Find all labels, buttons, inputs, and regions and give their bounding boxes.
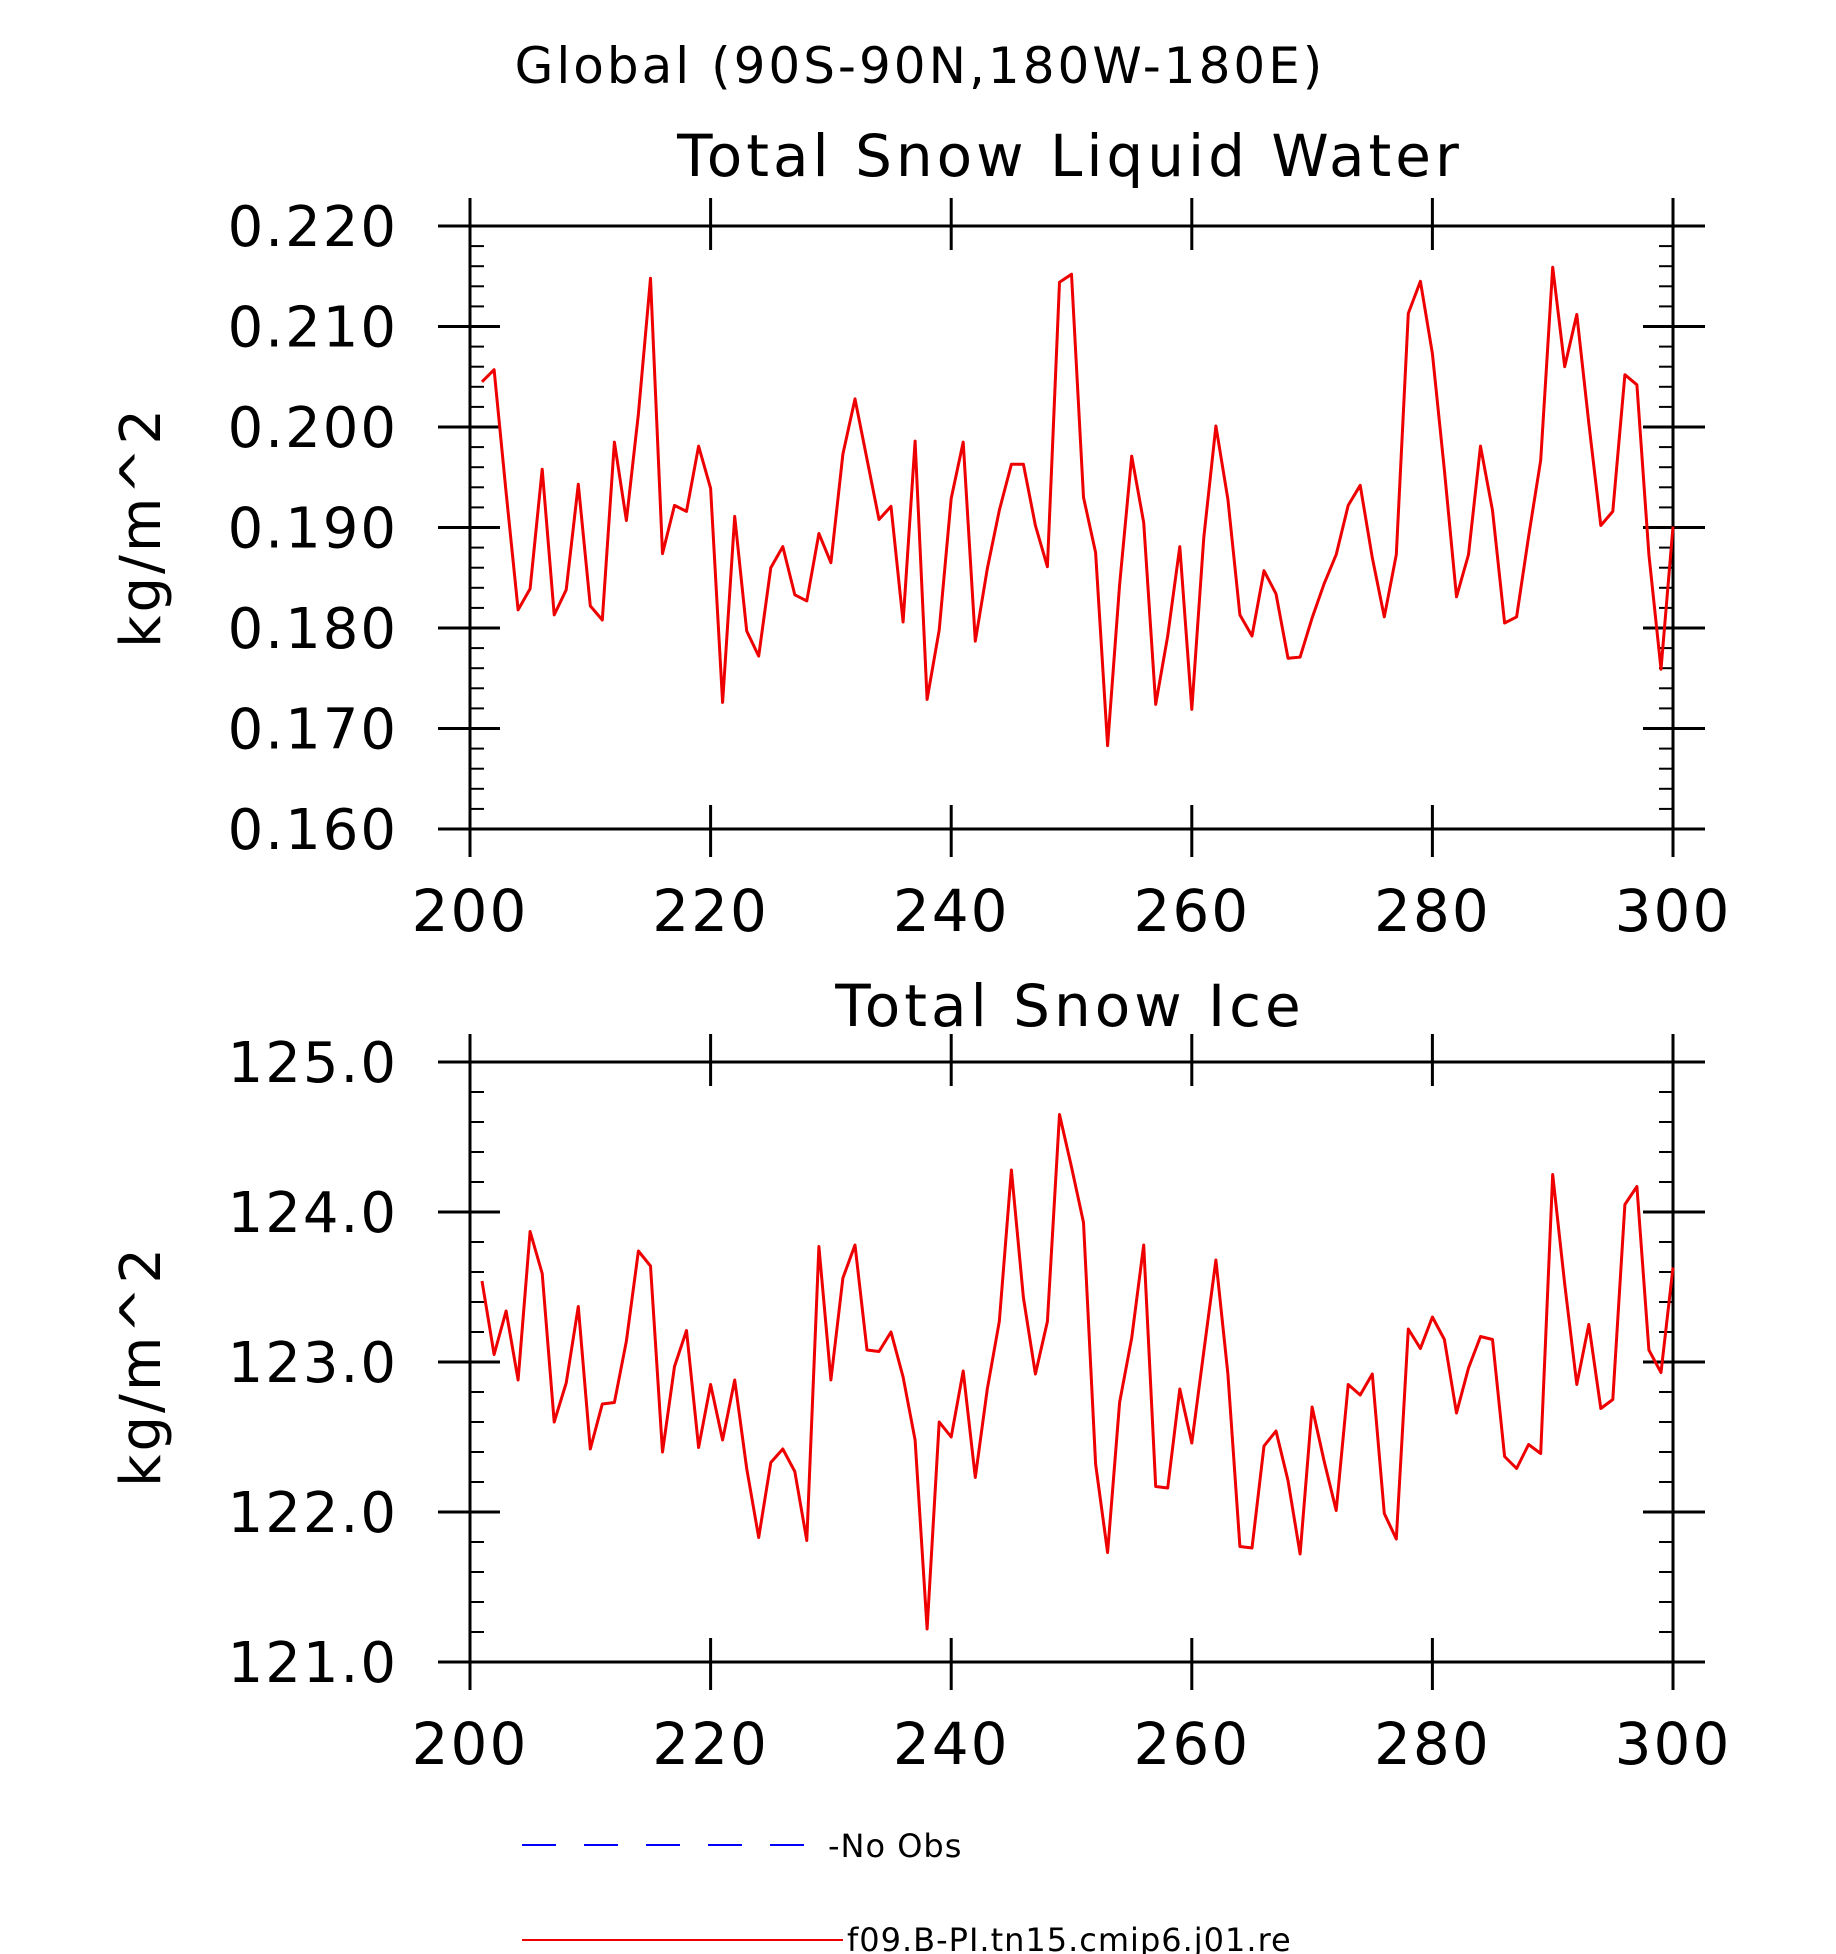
y-tick-label: 0.190: [228, 497, 398, 562]
y-tick-label: 0.170: [228, 698, 398, 763]
y-tick-label: 121.0: [228, 1631, 398, 1696]
x-tick-label: 280: [1374, 1710, 1491, 1778]
series-line: [480, 265, 1675, 748]
x-tick-label: 220: [652, 1710, 769, 1778]
y-tick-label: 0.160: [228, 798, 398, 863]
y-tick-label: 0.180: [228, 597, 398, 662]
y-tick-label: 124.0: [228, 1181, 398, 1246]
y-tick-label: 123.0: [228, 1331, 398, 1396]
legend-label-model-run: f09.B-PI.tn15.cmip6.j01.re: [847, 1921, 1292, 1954]
x-tick-label: 260: [1133, 877, 1250, 945]
panel-title-snow-liquid-water: Total Snow Liquid Water: [676, 122, 1463, 190]
legend: -No Obs f09.B-PI.tn15.cmip6.j01.re: [522, 1827, 1292, 1954]
x-tick-label: 260: [1133, 1710, 1250, 1778]
y-tick-label: 125.0: [228, 1031, 398, 1096]
y-tick-label: 122.0: [228, 1481, 398, 1546]
y-axis-label-snow-ice: kg/m^2: [109, 1245, 174, 1487]
panel-snow-ice: Total Snow Ice kg/m^2 200 220 240 260 280 300…: [109, 972, 1732, 1778]
y-tick-label: 0.200: [228, 396, 398, 461]
x-tick-label: 200: [412, 1710, 529, 1778]
series-line: [480, 1113, 1675, 1631]
legend-label-no-obs: -No Obs: [828, 1827, 962, 1865]
figure-title: Global (90S-90N,180W-180E): [515, 37, 1326, 95]
y-tick-label: 0.210: [228, 296, 398, 361]
x-tick-label: 200: [412, 877, 529, 945]
x-tick-label: 240: [893, 1710, 1010, 1778]
y-axis-label-snow-liquid-water: kg/m^2: [109, 406, 174, 648]
x-tick-label: 300: [1615, 877, 1732, 945]
x-tick-label: 220: [652, 877, 769, 945]
x-tick-label: 280: [1374, 877, 1491, 945]
panel-snow-liquid-water: Total Snow Liquid Water kg/m^2 200 220 240…: [109, 122, 1732, 945]
x-tick-label: 240: [893, 877, 1010, 945]
x-tick-label: 300: [1615, 1710, 1732, 1778]
panel-title-snow-ice: Total Snow Ice: [834, 972, 1305, 1040]
y-tick-label: 0.220: [228, 195, 398, 260]
